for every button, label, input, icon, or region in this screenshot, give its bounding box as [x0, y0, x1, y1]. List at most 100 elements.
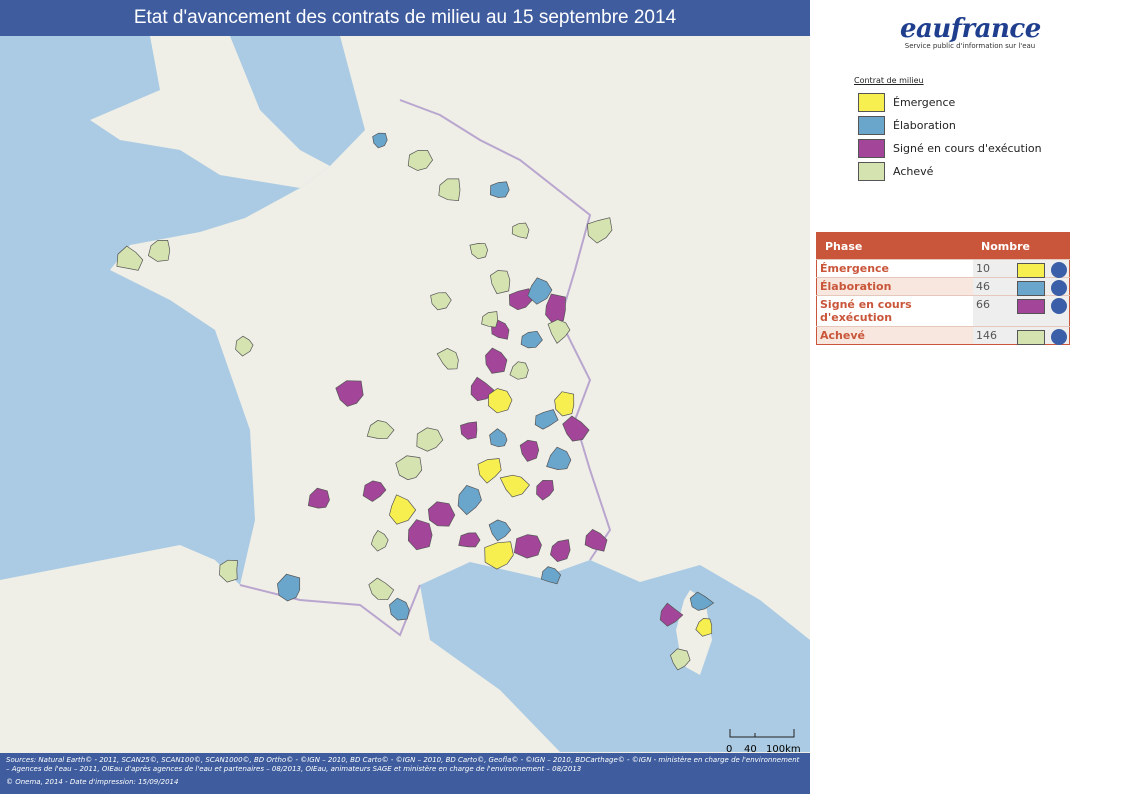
contract-area: [368, 577, 395, 601]
contract-area: [430, 292, 452, 311]
logo: eaufrance Service public d'information s…: [900, 14, 1041, 50]
contract-area: [395, 455, 423, 481]
legend-swatch: [858, 139, 885, 158]
phase-name: Achevé: [816, 326, 973, 345]
table-row: Achevé 146: [816, 326, 1070, 345]
logo-name: eaufrance: [900, 14, 1041, 44]
contract-area: [499, 474, 530, 498]
header-count[interactable]: Nombre: [973, 232, 1070, 260]
contract-area: [457, 484, 482, 516]
contract-area: [416, 427, 444, 452]
zoom-icon[interactable]: [1051, 262, 1067, 278]
contract-area: [362, 480, 387, 502]
credit: © Onema, 2014 - Date d'impression: 15/09…: [6, 778, 179, 786]
zoom-icon[interactable]: [1051, 280, 1067, 296]
phase-count: 10: [973, 259, 1070, 278]
contract-area: [458, 532, 481, 548]
contract-area: [689, 591, 715, 611]
contract-area: [389, 597, 410, 621]
contract-area: [219, 559, 238, 583]
legend-swatch: [858, 116, 885, 135]
phase-swatch: [1017, 281, 1045, 296]
phase-count: 66: [973, 295, 1070, 327]
phase-swatch: [1017, 263, 1045, 278]
table-row: Émergence 10: [816, 259, 1070, 278]
footer: Sources: Natural Earth© - 2011, SCAN25©,…: [0, 753, 810, 794]
contract-area: [372, 132, 388, 149]
legend-item: Émergence: [854, 91, 1042, 114]
contract-area: [470, 376, 495, 402]
contract-area: [584, 528, 608, 552]
contract-area: [541, 566, 562, 585]
contract-area: [477, 458, 502, 484]
scale-label: 100km: [766, 744, 801, 755]
table-header: Phase Nombre: [816, 232, 1070, 260]
contract-area: [366, 420, 395, 440]
logo-tagline: Service public d'information sur l'eau: [904, 42, 1036, 50]
contract-area: [547, 319, 571, 344]
legend-item: Élaboration: [854, 114, 1042, 137]
legend-label: Émergence: [893, 96, 956, 109]
contract-area: [427, 501, 456, 527]
contract-area: [490, 270, 511, 295]
contract-area: [659, 602, 684, 627]
contract-area: [520, 330, 543, 349]
legend-item: Achevé: [854, 160, 1042, 183]
contract-area: [489, 428, 508, 448]
contract-areas: [116, 132, 715, 671]
scale-bar: 0 40 100km: [722, 727, 802, 756]
contract-area: [509, 361, 529, 380]
phase-name: Élaboration: [816, 277, 973, 296]
contract-area: [554, 391, 575, 417]
contract-area: [147, 239, 171, 262]
contract-area: [511, 222, 530, 239]
contract-area: [307, 487, 330, 509]
header-phase[interactable]: Phase: [816, 232, 973, 260]
count-text: 146: [976, 329, 997, 342]
contract-area: [489, 181, 510, 198]
phase-name: Signé en cours d'exécution: [816, 295, 973, 327]
legend-item: Signé en cours d'exécution: [854, 137, 1042, 160]
contract-area: [669, 648, 691, 671]
contract-area: [469, 243, 488, 260]
scale-label: 0: [726, 744, 733, 755]
count-text: 46: [976, 280, 990, 293]
sources: Sources: Natural Earth© - 2011, SCAN25©,…: [6, 756, 800, 773]
map-title: Etat d'avancement des contrats de milieu…: [0, 0, 810, 36]
contract-area: [277, 573, 301, 602]
legend-label: Élaboration: [893, 119, 956, 132]
zoom-icon[interactable]: [1051, 298, 1067, 314]
contract-area: [460, 421, 478, 440]
phase-swatch: [1017, 299, 1045, 314]
contract-area: [536, 479, 554, 501]
contract-area: [436, 348, 459, 370]
legend-label: Achevé: [893, 165, 934, 178]
scale-label: 40: [744, 744, 757, 755]
legend-swatch: [858, 162, 885, 181]
phase-name: Émergence: [816, 259, 973, 278]
table-row: Élaboration 46: [816, 277, 1070, 296]
scale-graphic: [729, 729, 795, 738]
phase-table: Phase Nombre Émergence 10 Élaboration 46 Sig…: [816, 232, 1070, 345]
contract-area: [407, 519, 433, 551]
phase-count: 46: [973, 277, 1070, 296]
contract-area: [562, 415, 590, 442]
zoom-icon[interactable]: [1051, 329, 1067, 345]
mediterranean: [420, 560, 810, 752]
count-text: 66: [976, 298, 990, 311]
contract-area: [481, 311, 499, 328]
britain: [90, 36, 330, 188]
count-text: 10: [976, 262, 990, 275]
legend-label: Signé en cours d'exécution: [893, 142, 1042, 155]
contract-area: [116, 245, 144, 271]
contract-area: [407, 150, 434, 171]
contract-area: [519, 439, 540, 462]
contract-area: [527, 277, 553, 305]
contract-area: [487, 388, 513, 414]
contract-area: [546, 446, 572, 470]
contract-area: [370, 530, 389, 552]
phase-swatch: [1017, 330, 1045, 345]
contract-area: [695, 618, 713, 637]
legend-swatch: [858, 93, 885, 112]
